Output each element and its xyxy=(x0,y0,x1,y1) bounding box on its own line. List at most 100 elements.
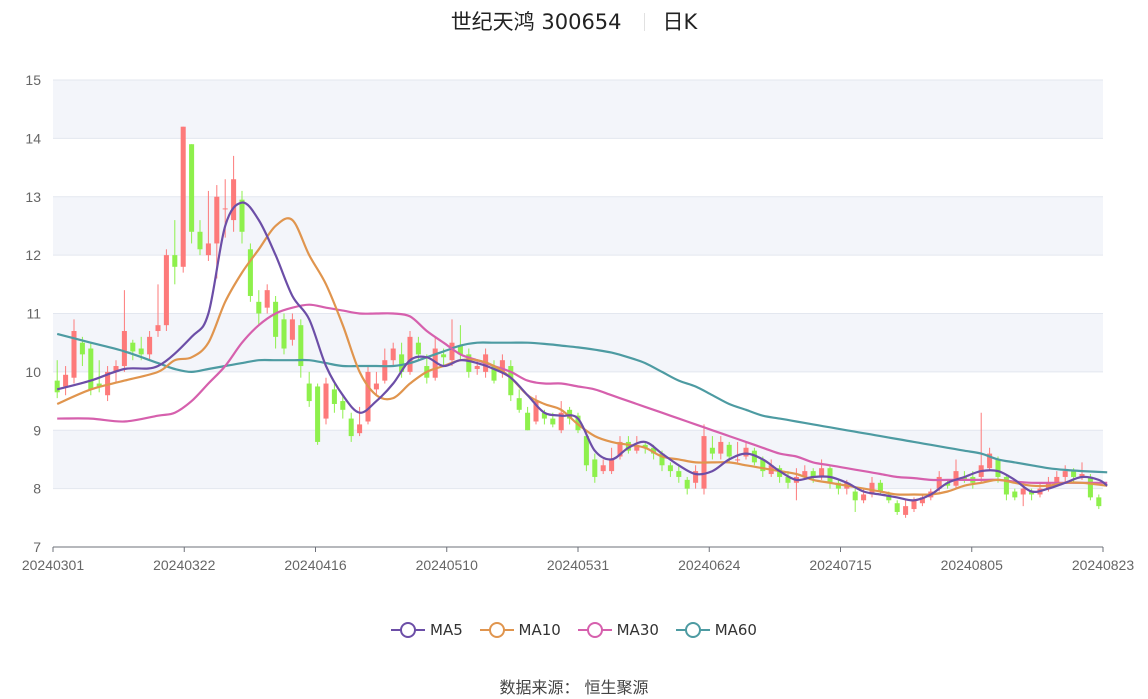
legend-item-ma10[interactable]: MA10 xyxy=(479,621,561,639)
candle xyxy=(231,155,237,232)
candle xyxy=(693,465,699,489)
x-axis: 20240301 20240322 20240416 20240510 20240531… xyxy=(22,546,1134,573)
x-tick-label: 20240805 xyxy=(941,557,1004,573)
candle-body xyxy=(340,401,346,410)
candle xyxy=(306,371,312,407)
y-tick-label: 12 xyxy=(25,247,41,263)
candle xyxy=(709,436,715,460)
candle xyxy=(919,494,925,507)
legend-item-ma5[interactable]: MA5 xyxy=(391,621,463,639)
candle xyxy=(130,339,136,361)
candlestick-chart: 7 8 9 10 11 12 13 14 15 20240301 20240322 20240416… xyxy=(22,72,1135,573)
candle-body xyxy=(323,383,329,419)
candle-body xyxy=(877,482,883,492)
candle-body xyxy=(617,441,623,457)
candle-body xyxy=(289,319,295,340)
candle xyxy=(71,319,77,384)
candle-body xyxy=(1096,497,1102,507)
candle xyxy=(558,401,564,434)
candle-body xyxy=(651,447,657,454)
candle-body xyxy=(667,465,673,472)
candle-body xyxy=(852,491,858,501)
candle-body xyxy=(575,415,581,431)
candle-body xyxy=(1003,476,1009,495)
moving-average-lines xyxy=(56,201,1108,502)
candle xyxy=(239,190,245,244)
candle-body xyxy=(71,331,77,378)
candle xyxy=(273,295,279,349)
y-tick-label: 15 xyxy=(25,72,41,88)
candle-body xyxy=(399,354,405,372)
candle-body xyxy=(827,468,833,483)
y-tick-label: 7 xyxy=(33,539,41,555)
candle xyxy=(743,441,749,460)
candle-body xyxy=(172,255,178,267)
y-tick-label: 8 xyxy=(33,481,41,497)
candle-body xyxy=(1012,491,1018,498)
candle-body xyxy=(735,459,741,461)
candle xyxy=(735,441,741,463)
candle xyxy=(1012,488,1018,501)
candle-body xyxy=(365,371,371,422)
candle-body xyxy=(919,497,925,504)
candle-body xyxy=(541,412,547,419)
stock-title: 世纪天鸿 300654 xyxy=(450,10,622,34)
candle-body xyxy=(121,331,127,367)
candle-body xyxy=(499,360,505,372)
y-axis: 7 8 9 10 11 12 13 14 15 xyxy=(25,72,41,555)
candle xyxy=(894,500,900,515)
candle xyxy=(945,479,951,489)
candle-body xyxy=(466,354,472,372)
candle-body xyxy=(533,401,539,422)
candle-body xyxy=(1029,491,1035,495)
candle-body xyxy=(231,179,237,221)
candle-body xyxy=(684,479,690,489)
candle-body xyxy=(693,471,699,483)
candle xyxy=(390,342,396,367)
candle-body xyxy=(457,345,463,355)
candle-body xyxy=(407,336,413,372)
candle-body xyxy=(659,453,665,466)
candle-body xyxy=(256,301,262,314)
legend-label-ma60: MA60 xyxy=(714,621,757,639)
candle xyxy=(667,462,673,477)
legend-marker-ma60 xyxy=(675,621,710,639)
candle-body xyxy=(79,342,85,355)
candle xyxy=(777,465,783,483)
candle-body xyxy=(331,389,337,404)
candle-body xyxy=(415,342,421,355)
candle xyxy=(281,313,287,355)
candle-body xyxy=(491,366,497,381)
period-label[interactable]: 日K xyxy=(662,10,698,34)
candle xyxy=(407,331,413,375)
candle xyxy=(323,377,329,425)
candle-body xyxy=(995,459,1001,477)
candle-body xyxy=(583,436,589,466)
legend-label-ma10: MA10 xyxy=(518,621,561,639)
candle xyxy=(155,284,161,337)
legend-marker-ma5 xyxy=(391,621,425,639)
candle-body xyxy=(382,360,388,381)
candle-body xyxy=(180,126,186,267)
candle xyxy=(609,447,615,475)
candle-body xyxy=(315,386,321,442)
candle xyxy=(995,456,1001,483)
background-band xyxy=(53,80,1103,139)
candle-body xyxy=(273,301,279,337)
candle-body xyxy=(205,243,211,256)
candle-body xyxy=(718,441,724,454)
candle-body xyxy=(147,336,153,355)
x-tick-label: 20240624 xyxy=(678,557,741,573)
legend-item-ma30[interactable]: MA30 xyxy=(577,621,659,639)
candle-body xyxy=(625,441,631,451)
candle xyxy=(348,412,354,442)
background-band xyxy=(53,196,1103,256)
candle xyxy=(197,220,203,256)
legend-item-ma60[interactable]: MA60 xyxy=(675,621,757,639)
candle xyxy=(1096,494,1102,510)
x-tick-label: 20240322 xyxy=(153,557,216,573)
candle xyxy=(340,395,346,419)
candle xyxy=(508,360,514,402)
x-tick-label: 20240715 xyxy=(809,557,872,573)
legend: MA5 MA10 MA30 MA60 xyxy=(0,621,1148,643)
